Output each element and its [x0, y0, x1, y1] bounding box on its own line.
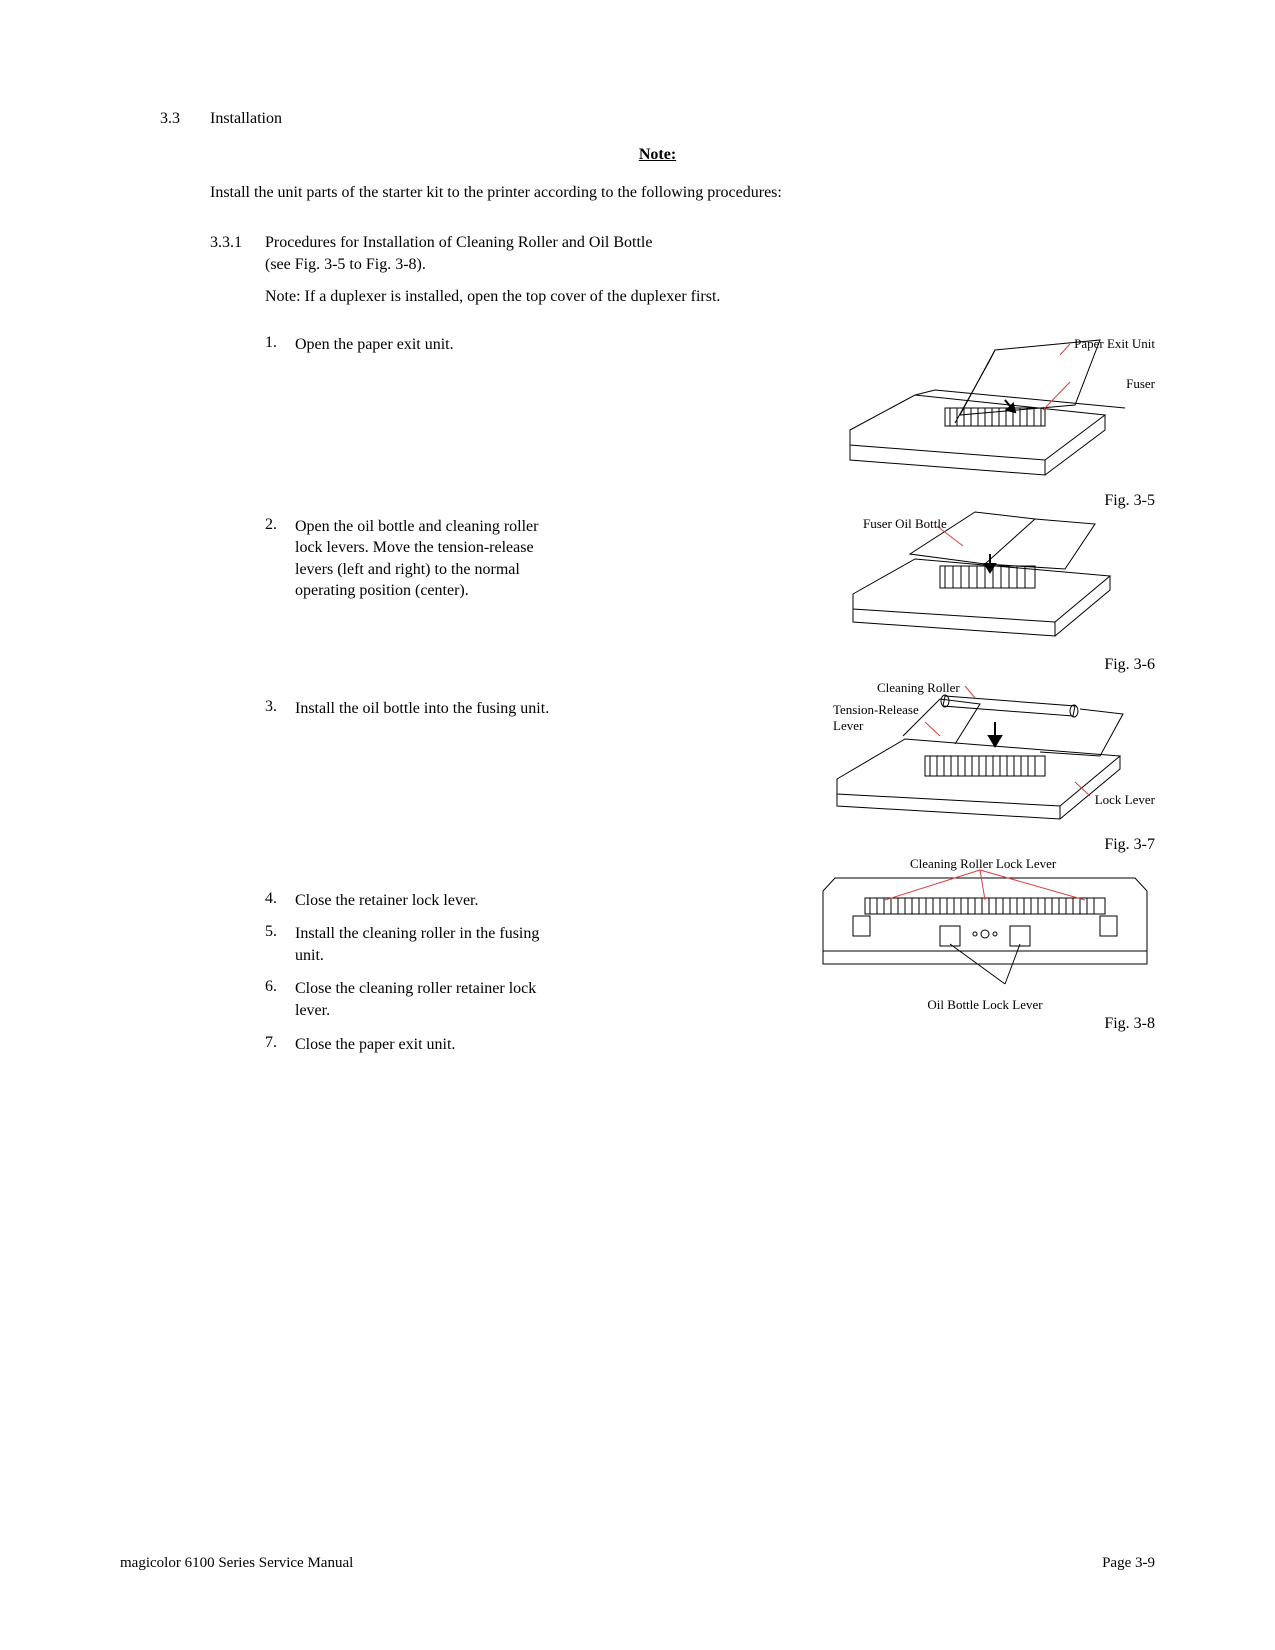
subsection-title: Procedures for Installation of Cleaning …	[265, 234, 1155, 252]
label-paper-exit-unit: Paper Exit Unit	[1074, 336, 1155, 352]
figure-3-7-svg	[825, 674, 1155, 834]
section-header: 3.3 Installation	[160, 110, 1155, 128]
step-text: Close the paper exit unit.	[295, 1034, 555, 1056]
subsection-see: (see Fig. 3-5 to Fig. 3-8).	[265, 256, 1155, 274]
step-number: 2.	[265, 516, 295, 534]
step-text: Close the cleaning roller retainer lock …	[295, 978, 555, 1021]
footer-left: magicolor 6100 Series Service Manual	[120, 1555, 353, 1572]
subsection-header: 3.3.1 Procedures for Installation of Cle…	[210, 234, 1155, 274]
figure-caption: Fig. 3-6	[845, 656, 1155, 674]
subsection-note: Note: If a duplexer is installed, open t…	[265, 288, 1155, 306]
note-heading: Note:	[160, 146, 1155, 164]
steps-area: 1. Open the paper exit unit. Paper Exit …	[265, 334, 1155, 1056]
step-number: 7.	[265, 1034, 295, 1052]
step-number: 3.	[265, 698, 295, 716]
figure-3-8: Cleaning Roller Lock Lever	[815, 856, 1155, 1033]
label-fuser: Fuser	[1126, 376, 1155, 392]
label-cleaning-roller-lock-lever: Cleaning Roller Lock Lever	[910, 856, 1056, 872]
page-footer: magicolor 6100 Series Service Manual Pag…	[120, 1555, 1155, 1572]
step-text: Install the cleaning roller in the fusin…	[295, 923, 555, 966]
step-number: 1.	[265, 334, 295, 352]
label-cleaning-roller: Cleaning Roller	[877, 680, 960, 696]
figure-3-8-svg	[815, 856, 1155, 1001]
step-row: 7. Close the paper exit unit.	[265, 1034, 1155, 1056]
label-fuser-oil-bottle: Fuser Oil Bottle	[863, 516, 947, 532]
step-number: 4.	[265, 890, 295, 908]
step-text: Close the retainer lock lever.	[295, 890, 555, 912]
page: 3.3 Installation Note: Install the unit …	[0, 0, 1275, 1650]
step-number: 6.	[265, 978, 295, 996]
section-title: Installation	[210, 110, 282, 128]
step-text: Install the oil bottle into the fusing u…	[295, 698, 555, 720]
figure-3-7: Cleaning Roller Tension-Release Lever Lo…	[825, 674, 1155, 854]
label-tension-release-lever: Tension-Release Lever	[833, 702, 933, 734]
figure-caption: Fig. 3-7	[825, 836, 1155, 854]
label-lock-lever: Lock Lever	[1095, 792, 1155, 808]
subsection-number: 3.3.1	[210, 234, 265, 274]
step-text: Open the paper exit unit.	[295, 334, 555, 356]
step-text: Open the oil bottle and cleaning roller …	[295, 516, 555, 602]
intro-text: Install the unit parts of the starter ki…	[210, 182, 1155, 204]
step-number: 5.	[265, 923, 295, 941]
figure-3-5-svg	[845, 330, 1155, 490]
figure-3-6: Fuser Oil Bottle	[845, 504, 1155, 674]
footer-right: Page 3-9	[1102, 1555, 1155, 1572]
section-number: 3.3	[160, 110, 210, 128]
figure-caption: Fig. 3-8	[815, 1015, 1155, 1033]
figure-3-5: Paper Exit Unit Fuser	[845, 330, 1155, 510]
label-oil-bottle-lock-lever: Oil Bottle Lock Lever	[815, 997, 1155, 1013]
